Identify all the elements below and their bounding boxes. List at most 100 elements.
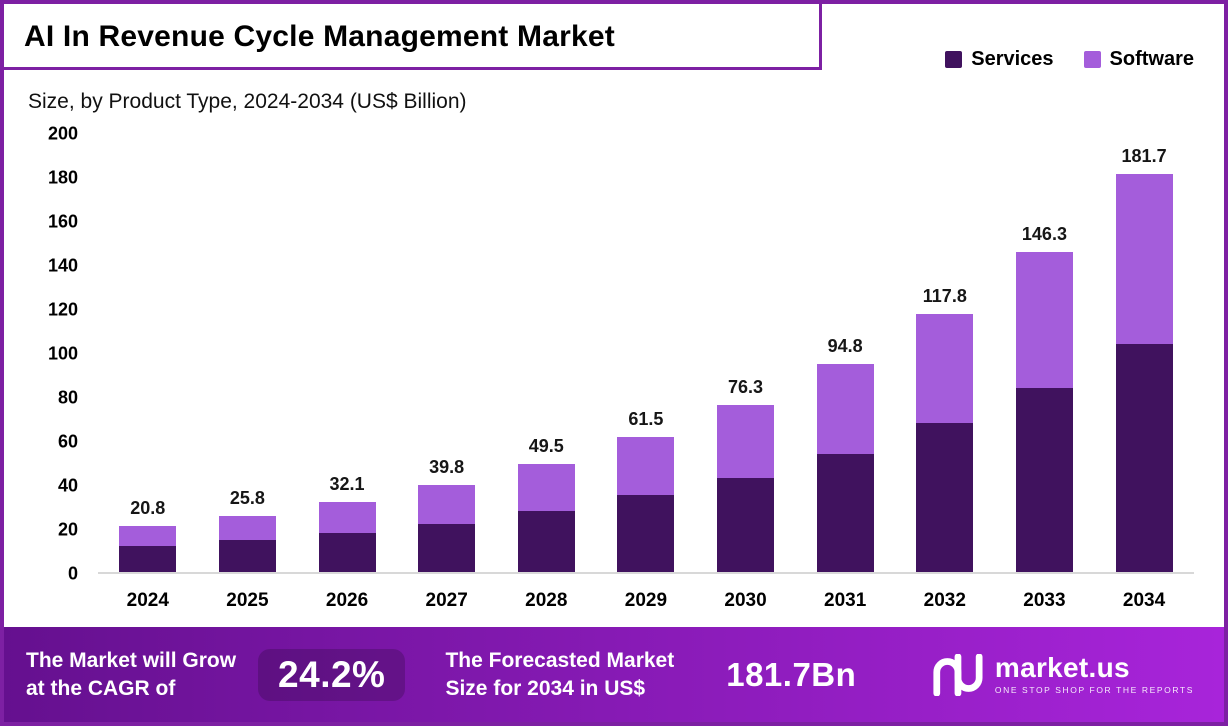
bars: 20.8 2024 25.8 2025 32.1 2026 39.8 2027 49.5 2028… (98, 134, 1194, 611)
bar-value-label: 181.7 (1121, 146, 1167, 167)
bar-segment-software[interactable] (517, 463, 575, 511)
brand-logo[interactable]: market.us ONE STOP SHOP FOR THE REPORTS (931, 653, 1202, 696)
bar-segment-services[interactable] (617, 495, 675, 572)
bar[interactable] (1015, 134, 1073, 572)
y-tick-label: 20 (57, 519, 78, 540)
plot-area: 20.8 2024 25.8 2025 32.1 2026 39.8 2027 49.5 2028… (98, 134, 1194, 611)
bar[interactable] (717, 134, 775, 572)
services-swatch-icon (945, 51, 963, 68)
bar[interactable] (617, 134, 675, 572)
x-axis-label: 2032 (923, 590, 966, 611)
bar-value-label: 76.3 (728, 376, 764, 397)
bar[interactable] (816, 134, 874, 572)
bar-value-label: 25.8 (229, 487, 265, 508)
bar-segment-services[interactable] (318, 532, 376, 572)
legend-item-software[interactable]: Software (1083, 48, 1194, 71)
y-tick-label: 0 (67, 563, 78, 584)
bar-segment-software[interactable] (418, 484, 476, 524)
bar-value-label: 32.1 (329, 473, 365, 494)
bar-value-label: 94.8 (827, 336, 863, 357)
bar-segment-software[interactable] (816, 364, 874, 454)
software-swatch-icon (1083, 51, 1101, 68)
bar-group: 76.3 2030 (701, 134, 791, 611)
chart-area: 0 20 40 60 80 100 120 140 160 180 200 20.8 2024 25.8… (26, 122, 1202, 624)
bar-group: 32.1 2026 (302, 134, 392, 611)
bar-value-label: 39.8 (429, 456, 465, 477)
bar-segment-services[interactable] (418, 523, 476, 572)
bar-segment-software[interactable] (717, 404, 775, 478)
bar-segment-software[interactable] (218, 515, 276, 541)
brand-tagline: ONE STOP SHOP FOR THE REPORTS (994, 685, 1194, 696)
bar-group: 181.7 2034 (1099, 134, 1189, 611)
y-tick-label: 100 (47, 343, 78, 364)
bar[interactable] (418, 134, 476, 572)
x-axis-label: 2031 (824, 590, 867, 611)
bar-group: 49.5 2028 (501, 134, 591, 611)
legend: Services Software (945, 48, 1194, 71)
y-tick-label: 180 (47, 167, 78, 188)
bar-group: 25.8 2025 (202, 134, 292, 611)
bar-segment-services[interactable] (1115, 344, 1173, 572)
legend-item-services[interactable]: Services (945, 48, 1054, 71)
page-title: AI In Revenue Cycle Management Market (24, 20, 615, 53)
bar-segment-software[interactable] (119, 526, 177, 546)
forecast-text-line2: Size for 2034 in US$ (445, 676, 646, 700)
title-box: AI In Revenue Cycle Management Market (4, 4, 822, 70)
bar-group: 146.3 2033 (999, 134, 1089, 611)
x-axis-label: 2028 (525, 590, 568, 611)
bar-segment-software[interactable] (1015, 251, 1073, 389)
bar[interactable] (119, 134, 177, 572)
legend-label: Software (1109, 48, 1194, 70)
bar-segment-software[interactable] (617, 437, 675, 496)
bar-segment-services[interactable] (119, 545, 177, 572)
bar-segment-software[interactable] (916, 314, 974, 424)
brand-text-block: market.us ONE STOP SHOP FOR THE REPORTS (995, 654, 1194, 695)
forecast-value: 181.7Bn (726, 655, 857, 693)
bar-segment-software[interactable] (318, 501, 376, 533)
bar-segment-services[interactable] (717, 477, 775, 572)
bar-value-label: 49.5 (528, 435, 564, 456)
bar-segment-services[interactable] (517, 510, 575, 572)
bar-group: 94.8 2031 (800, 134, 890, 611)
bar[interactable] (517, 134, 575, 572)
bar-segment-services[interactable] (816, 453, 874, 572)
y-tick-label: 120 (47, 299, 78, 320)
y-tick-label: 40 (57, 475, 78, 496)
bar[interactable] (318, 134, 376, 572)
y-tick-label: 60 (57, 431, 78, 452)
bar-value-label: 61.5 (628, 409, 664, 430)
bar-segment-services[interactable] (218, 540, 276, 572)
x-axis-label: 2033 (1023, 590, 1066, 611)
y-tick-label: 80 (57, 387, 78, 408)
y-tick-label: 200 (47, 123, 78, 144)
market-us-logo-icon (933, 653, 983, 696)
cagr-text: The Market will Grow at the CAGR of (26, 647, 236, 702)
bar[interactable] (916, 134, 974, 572)
brand-name: market.us (994, 652, 1130, 684)
x-axis-label: 2025 (226, 590, 269, 611)
x-axis-label: 2026 (325, 590, 369, 611)
y-axis: 0 20 40 60 80 100 120 140 160 180 200 (26, 124, 88, 584)
bar[interactable] (218, 134, 276, 572)
bar[interactable] (1115, 134, 1173, 572)
forecast-text-line1: The Forecasted Market (445, 649, 675, 673)
legend-label: Services (971, 48, 1054, 70)
cagr-text-line2: at the CAGR of (26, 676, 176, 700)
forecast-text: The Forecasted Market Size for 2034 in U… (445, 647, 674, 702)
bar-value-label: 146.3 (1021, 223, 1067, 244)
bar-group: 20.8 2024 (103, 134, 193, 611)
x-axis-label: 2024 (126, 590, 169, 611)
chart-subtitle: Size, by Product Type, 2024-2034 (US$ Bi… (28, 90, 467, 113)
y-tick-label: 140 (47, 255, 78, 276)
bar-group: 117.8 2032 (900, 134, 990, 611)
bar-segment-services[interactable] (916, 423, 974, 572)
bar-segment-services[interactable] (1015, 388, 1073, 572)
x-axis-label: 2030 (724, 590, 767, 611)
x-axis-label: 2034 (1122, 590, 1166, 611)
cagr-value: 24.2% (258, 648, 406, 701)
bar-segment-software[interactable] (1115, 174, 1173, 345)
bar-value-label: 117.8 (922, 286, 967, 307)
x-axis-label: 2029 (624, 590, 668, 611)
y-tick-label: 160 (47, 211, 78, 232)
